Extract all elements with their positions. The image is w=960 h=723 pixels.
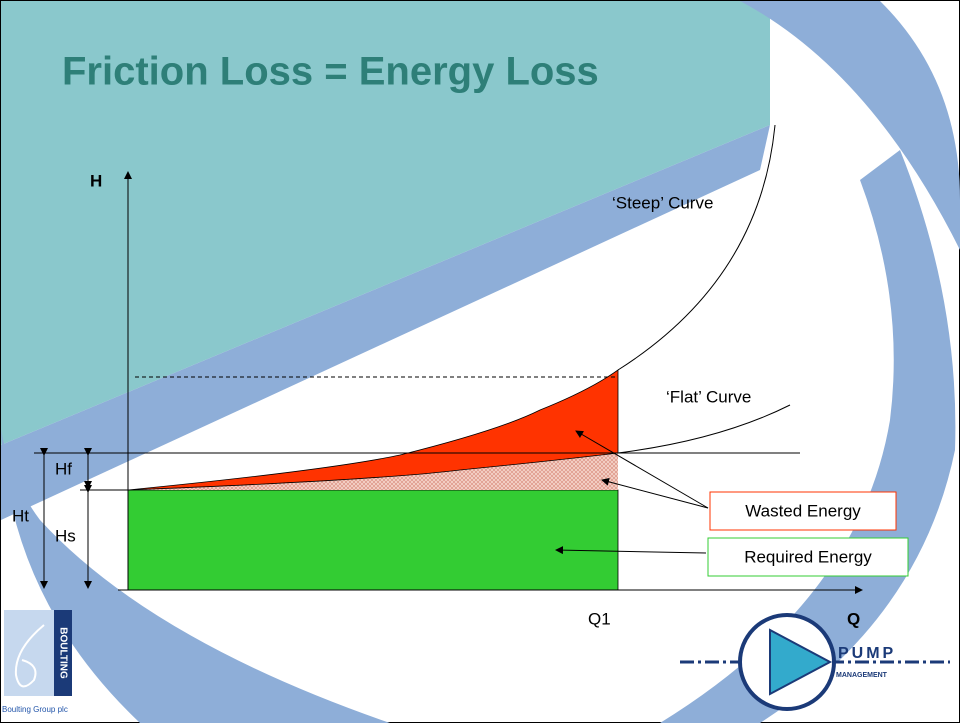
- wasted-label: Wasted Energy: [745, 501, 861, 520]
- wasted-energy-steep: [127, 369, 619, 491]
- blue-arc-bottom: [1, 430, 390, 723]
- steep-curve: [617, 124, 776, 371]
- blue-arc-top: [740, 1, 960, 250]
- required-box: [707, 537, 909, 577]
- title: Friction Loss = Energy Loss: [62, 50, 599, 94]
- boulting-strip: [54, 610, 72, 696]
- arrow: [601, 477, 709, 509]
- arrow: [575, 430, 709, 509]
- required-label: Required Energy: [744, 547, 872, 566]
- x-axis-label: Q: [847, 609, 860, 628]
- wasted-box: [709, 491, 897, 531]
- hf-label: Hf: [55, 459, 72, 478]
- q1-label: Q1: [588, 609, 611, 628]
- pump-triangle: [769, 628, 833, 696]
- blue-arc-right: [660, 150, 956, 723]
- flat-curve: [617, 404, 791, 454]
- management-text: MANAGEMENT: [836, 672, 888, 679]
- flat-label: ‘Flat’ Curve: [666, 387, 751, 406]
- boulting-text: BOULTING: [57, 627, 68, 679]
- ht-label: Ht: [12, 506, 29, 525]
- pump-text: PUMP: [838, 645, 896, 662]
- blue-band: [1, 125, 770, 520]
- boulting-mark: [14, 624, 45, 688]
- required-energy-area: [127, 489, 619, 591]
- steep-label: ‘Steep’ Curve: [612, 193, 713, 212]
- wasted-energy-flat: [128, 453, 618, 490]
- arrow: [555, 546, 707, 555]
- boulting-caption: Boulting Group plc: [2, 705, 68, 714]
- y-axis-label: H: [90, 171, 102, 190]
- teal-wedge: [1, 1, 770, 445]
- hs-label: Hs: [55, 526, 76, 545]
